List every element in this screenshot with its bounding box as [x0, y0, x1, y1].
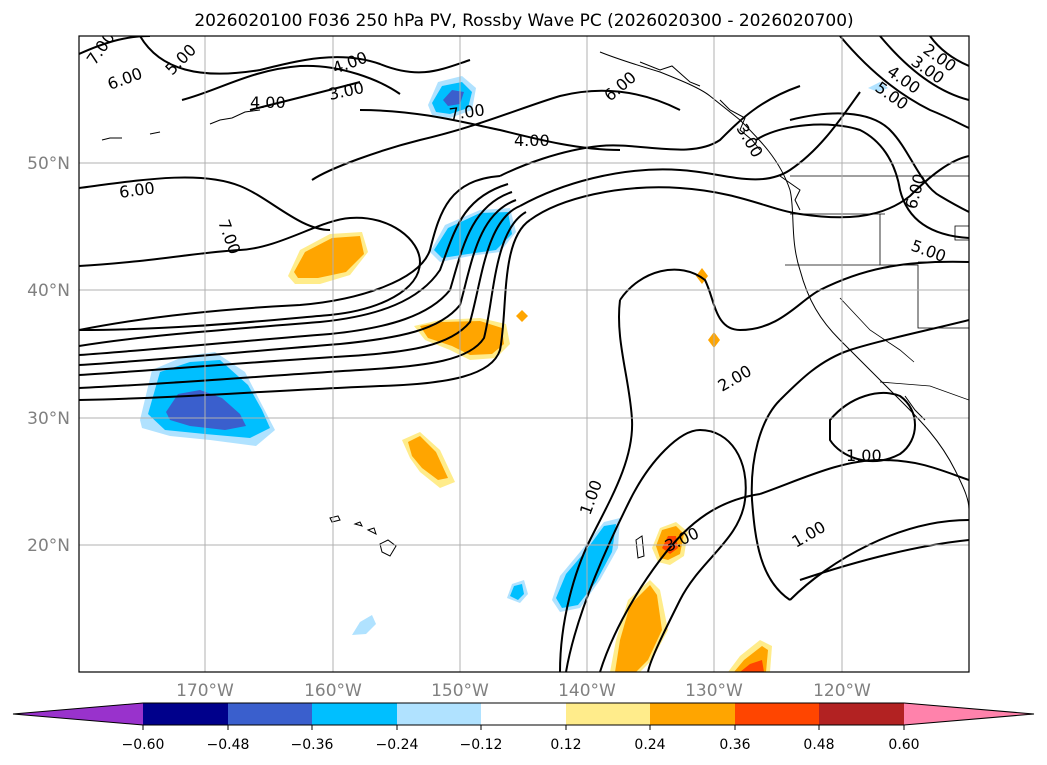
lat-label: 30°N: [27, 409, 70, 429]
boundaries: [785, 175, 969, 401]
contour-label: 4.00: [514, 131, 550, 150]
colorbar-segment: [650, 703, 735, 725]
latitude-labels: 50°N 40°N 30°N 20°N: [27, 154, 70, 556]
coastlines: [101, 51, 969, 559]
colorbar-extend-max: [904, 703, 1034, 725]
pv-contours: [79, 36, 969, 672]
lon-label: 170°W: [176, 681, 234, 701]
colorbar-segment: [566, 703, 650, 725]
colorbar-segment: [143, 703, 228, 725]
colorbar-extend-min: [13, 703, 143, 725]
contour-label: 7.00: [448, 100, 486, 124]
map-title: 2026020100 F036 250 hPa PV, Rossby Wave …: [194, 11, 853, 31]
contour-label: 1.00: [846, 446, 882, 465]
lon-label: 150°W: [431, 681, 489, 701]
map-frame: [78, 35, 970, 673]
colorbar-segment: [312, 703, 397, 725]
graticule: [79, 36, 969, 672]
colorbar-tick: −0.36: [291, 737, 334, 753]
colorbar-segment: [397, 703, 481, 725]
lon-label: 130°W: [685, 681, 743, 701]
colorbar: −0.60 −0.48 −0.36 −0.24 −0.12 0.12 0.24 …: [12, 702, 1035, 753]
colorbar-tick: −0.24: [376, 737, 419, 753]
lon-label: 160°W: [304, 681, 362, 701]
colorbar-segment: [228, 703, 312, 725]
colorbar-tick: −0.60: [122, 737, 165, 753]
colorbar-tick: −0.12: [460, 737, 503, 753]
contour-label: 4.00: [250, 93, 286, 112]
colorbar-segment: [481, 703, 566, 725]
contour-label: 6.00: [118, 178, 156, 202]
lat-label: 40°N: [27, 281, 70, 301]
colorbar-tick: 0.12: [550, 737, 581, 753]
lat-label: 20°N: [27, 536, 70, 556]
lat-label: 50°N: [27, 154, 70, 174]
colorbar-tick: −0.48: [207, 737, 250, 753]
colorbar-tick: 0.60: [888, 737, 919, 753]
lon-label: 140°W: [558, 681, 616, 701]
colorbar-tick: 0.48: [803, 737, 834, 753]
colorbar-tick: 0.36: [719, 737, 750, 753]
longitude-labels: 170°W 160°W 150°W 140°W 130°W 120°W: [176, 681, 871, 701]
colorbar-segment: [819, 703, 904, 725]
lon-label: 120°W: [813, 681, 871, 701]
colorbar-segment: [735, 703, 819, 725]
pv-anomaly-shading: [140, 76, 888, 672]
colorbar-tick: 0.24: [634, 737, 665, 753]
